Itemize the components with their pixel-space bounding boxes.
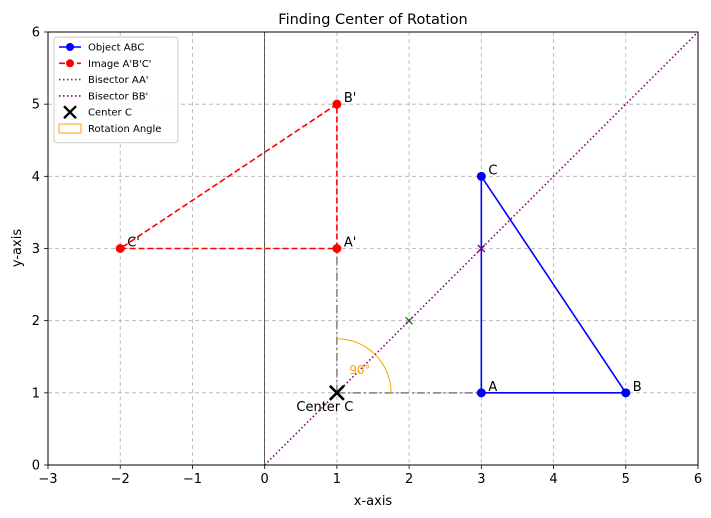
vertex-label: A' bbox=[344, 236, 356, 251]
bisector-midpoint-marker bbox=[477, 244, 486, 253]
y-tick-label: 3 bbox=[32, 242, 40, 257]
y-tick-label: 4 bbox=[32, 170, 40, 185]
chart-title: Finding Center of Rotation bbox=[278, 12, 467, 28]
x-axis-label: x-axis bbox=[354, 494, 393, 509]
legend-label: Rotation Angle bbox=[88, 124, 161, 135]
series-point-1 bbox=[332, 99, 342, 109]
y-tick-label: 0 bbox=[32, 459, 40, 474]
legend: Object ABC Image A'B'C' Bisector AA' Bisect… bbox=[53, 36, 179, 144]
series-line-0 bbox=[480, 173, 628, 394]
y-axis-label: y-axis bbox=[10, 229, 25, 267]
vertex-label: C bbox=[488, 163, 497, 178]
x-tick-label: −1 bbox=[183, 472, 202, 487]
x-tick-label: −2 bbox=[111, 472, 130, 487]
x-tick-label: −3 bbox=[38, 472, 57, 487]
x-tick-label: 4 bbox=[549, 472, 557, 487]
series-point-0 bbox=[476, 388, 486, 398]
center-label: Center C bbox=[296, 400, 353, 415]
y-tick-label: 6 bbox=[32, 26, 40, 41]
y-tick-label: 1 bbox=[32, 386, 40, 401]
legend-patch bbox=[58, 123, 82, 134]
series-point-0 bbox=[621, 388, 631, 398]
legend-label: Center C bbox=[88, 108, 132, 119]
x-tick-label: 0 bbox=[261, 472, 269, 487]
vertex-label: A bbox=[488, 380, 497, 395]
series-point-1 bbox=[332, 244, 342, 253]
legend-marker bbox=[66, 43, 74, 51]
vertex-label: B' bbox=[344, 91, 357, 106]
y-tick-label: 5 bbox=[32, 98, 40, 113]
vertex-label: C' bbox=[127, 236, 140, 251]
axis-ticks: −3 −2 −1 0 1 2 3 4 5 6 0 1 2 3 4 5 6 bbox=[32, 26, 702, 488]
x-tick-label: 6 bbox=[694, 472, 702, 487]
center-marker bbox=[328, 384, 345, 401]
series-point-0 bbox=[476, 171, 486, 181]
x-tick-label: 5 bbox=[622, 472, 630, 487]
point-labels: 90° A B C A' B' C' Center C bbox=[127, 91, 641, 415]
legend-label: Bisector BB' bbox=[88, 91, 148, 102]
series-point-1 bbox=[115, 244, 125, 253]
rotation-angle-label: 90° bbox=[349, 363, 370, 377]
vertex-label: B bbox=[633, 380, 642, 395]
plot-area bbox=[115, 32, 698, 465]
series-line-1 bbox=[117, 102, 338, 250]
x-tick-label: 2 bbox=[405, 472, 413, 487]
legend-x-marker bbox=[63, 105, 77, 120]
legend-box bbox=[53, 36, 179, 144]
legend-label: Object ABC bbox=[88, 43, 144, 54]
legend-marker bbox=[66, 59, 74, 68]
legend-label: Bisector AA' bbox=[88, 75, 149, 86]
y-tick-label: 2 bbox=[32, 314, 40, 329]
x-tick-label: 1 bbox=[333, 472, 341, 487]
legend-label: Image A'B'C' bbox=[88, 59, 151, 70]
x-tick-label: 3 bbox=[477, 472, 485, 487]
